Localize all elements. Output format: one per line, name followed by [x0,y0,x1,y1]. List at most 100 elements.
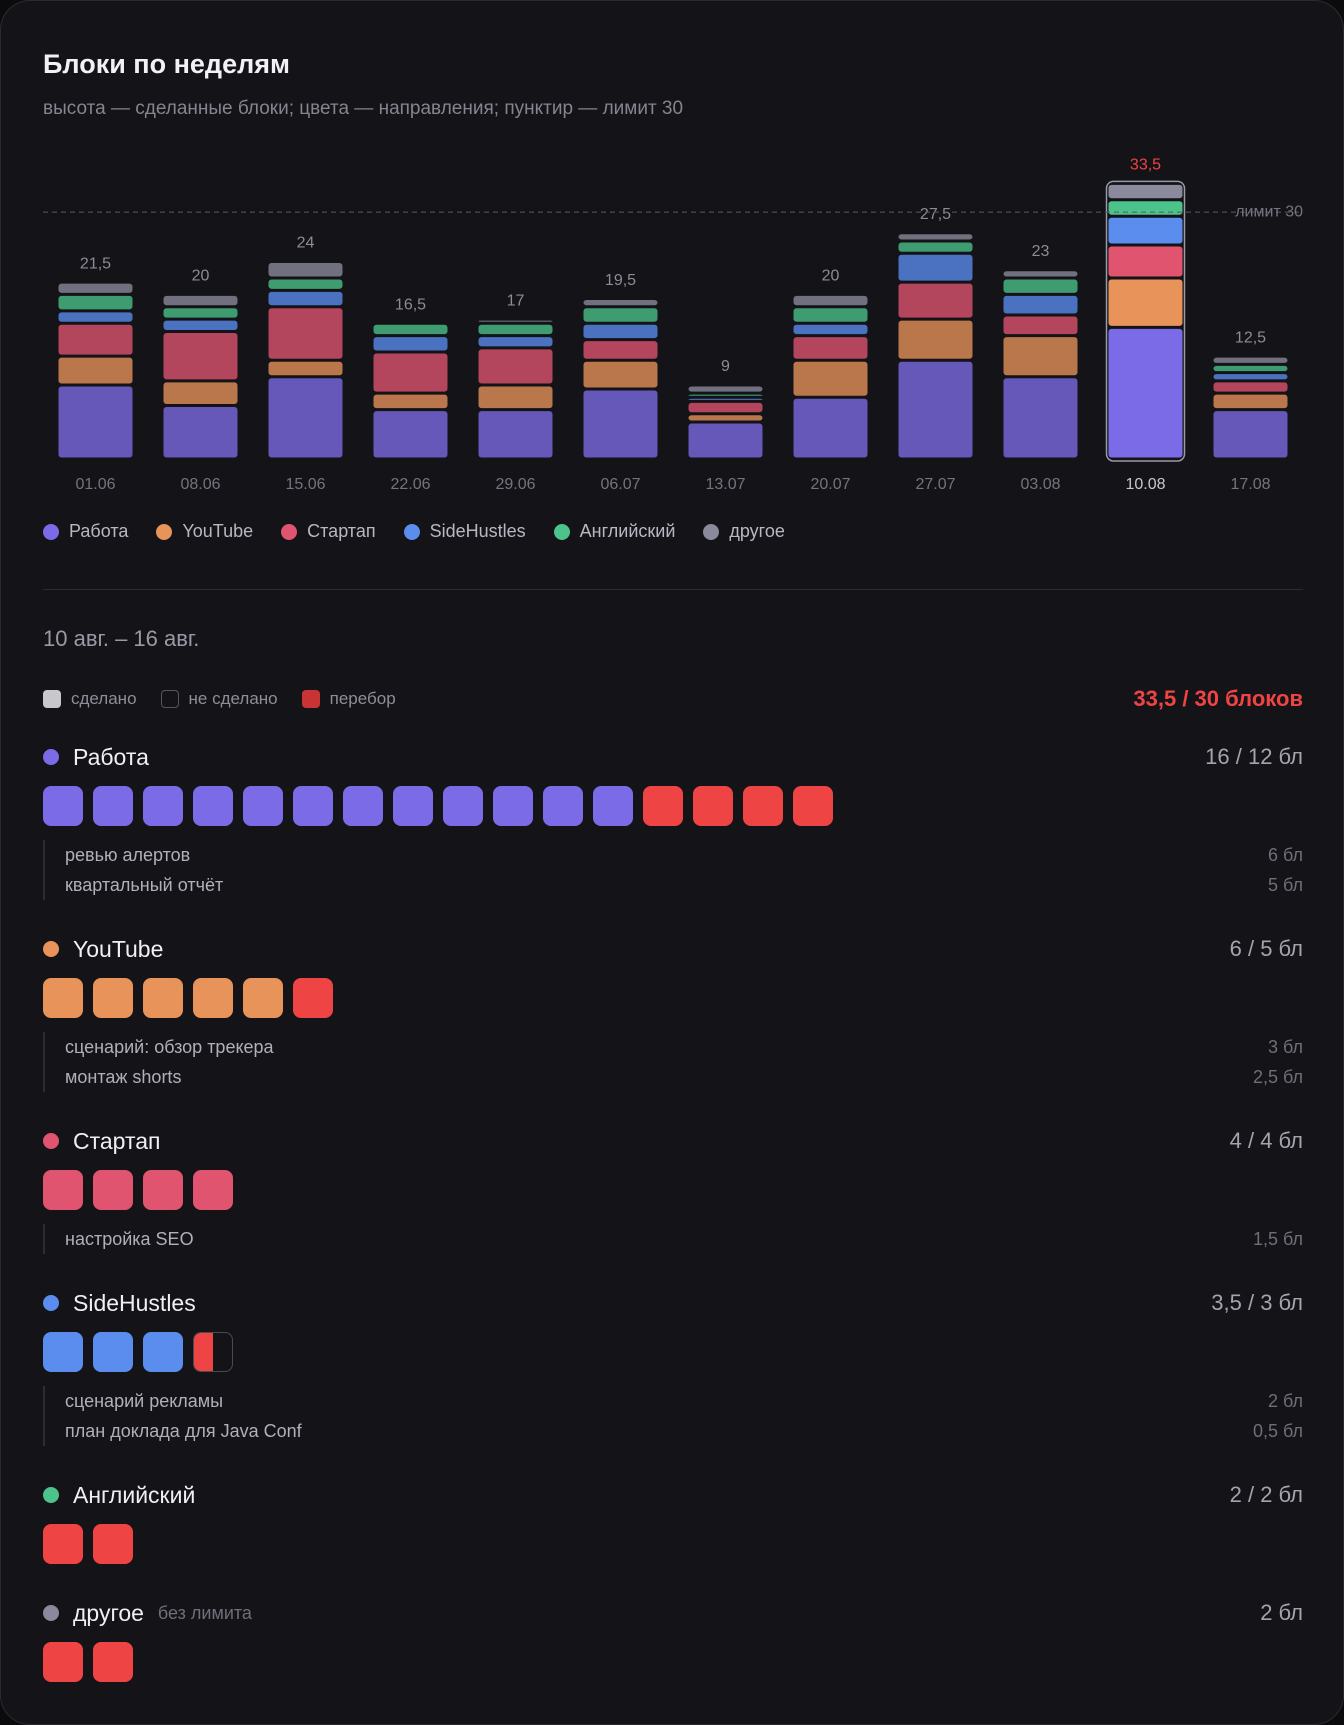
tasks: сценарий рекламы 2 бл план доклада для Jav… [43,1386,1303,1446]
bar-segment [1213,394,1288,409]
legend-item: YouTube [156,521,253,542]
x-tick-label: 10.08 [1125,476,1165,493]
swatch-not-done [160,690,179,708]
bar-segment [1003,378,1078,458]
block-done [93,1332,133,1372]
tasks: сценарий: обзор трекера 3 бл монтаж shorts… [43,1032,1303,1092]
group-title: Работа [43,744,149,771]
x-tick-label: 20.07 [810,476,850,493]
divider [43,589,1303,590]
bar-segment [163,295,238,306]
bar-segment [898,234,973,240]
task: ревью алертов 6 бл [65,840,1303,870]
legend-label: сделано [71,689,137,708]
week-range: 10 авг. – 16 авг. [43,626,200,651]
task-amount: 5 бл [1267,874,1303,895]
legend-label: SideHustles [429,521,526,541]
group-title: Английский [43,1482,195,1509]
bar-segment [478,324,553,335]
block-done [393,786,433,826]
legend-label: перебор [329,689,396,708]
task: настройка SEO 1,5 бл [65,1224,1303,1254]
block-over [743,786,783,826]
bar-segment [478,411,553,458]
group-dot [43,1487,59,1503]
bar-segment [793,324,868,335]
total-label: 16,5 [395,296,426,313]
task-name: настройка SEO [65,1228,194,1249]
task-name: сценарий: обзор трекера [65,1036,274,1057]
total-label: 17 [507,292,525,309]
total-label: 21,5 [80,255,111,272]
x-tick-label: 22.06 [390,476,430,493]
block-over-part [194,1333,213,1371]
group: другое без лимита 2 бл [43,1598,1303,1682]
group-header: SideHustles 3,5 / 3 бл [43,1288,1303,1318]
swatch-over [301,690,320,708]
bar-segment [373,394,448,409]
group-summary: 6 / 5 бл [1229,936,1303,961]
bar-segment [688,386,763,392]
block-done [543,786,583,826]
legend-item: Стартап [281,521,376,542]
task-amount: 2 бл [1267,1390,1303,1411]
bar-segment [1213,411,1288,458]
total-label: 33,5 [1130,157,1161,174]
bar-segment [268,279,343,289]
task: сценарий: обзор трекера 3 бл [65,1032,1303,1062]
legend-dot [43,523,59,540]
task-amount: 0,5 бл [1252,1420,1303,1441]
legend: Работа YouTube Стартап SideHustles Английски… [43,521,785,542]
group-header: Работа 16 / 12 бл [43,742,1303,772]
bar-segment [793,337,868,359]
bar-segment [268,361,343,376]
legend-label: Английский [579,521,676,541]
x-tick-label: 29.06 [495,476,535,493]
bar-segment [1003,295,1078,314]
bar-segment [373,411,448,458]
total-label: 24 [297,235,315,252]
bar-segment [1003,337,1078,376]
total-label: 19,5 [605,272,636,289]
highlight-frame [1105,180,1186,462]
group-summary: 2 бл [1260,1600,1303,1625]
legend-dot [156,523,173,540]
group-dot [43,941,59,957]
bar-segment [583,324,658,339]
task-name: монтаж shorts [65,1066,182,1087]
bar-segment [1213,374,1288,380]
bar-segment [898,320,973,359]
task: монтаж shorts 2,5 бл [65,1062,1303,1092]
x-tick-label: 13.07 [705,476,745,493]
block-done [43,786,83,826]
tasks: ревью алертов 6 бл квартальный отчёт 5 бл [43,840,1303,900]
block-done [143,786,183,826]
group-dot [43,1295,59,1311]
bar-segment [688,398,763,400]
groups: Работа 16 / 12 бл ревью алертов 6 бл квартал… [43,742,1303,1682]
bar-segment [1108,217,1183,244]
bar-segment [1108,328,1183,458]
block-over [43,1642,83,1682]
group-dot [43,1605,59,1621]
bar-segment [583,300,658,306]
total-label: 12,5 [1235,329,1266,346]
bar-segment [898,361,973,458]
legend-label: Работа [69,521,129,541]
bar-segment [478,337,553,347]
bar-segment [1213,357,1288,363]
group-dot [43,749,59,765]
task-name: квартальный отчёт [65,874,224,895]
block-done [293,786,333,826]
group-name: Английский [73,1481,196,1508]
swatch-done [43,690,61,708]
x-tick-label: 01.06 [75,476,115,493]
bar-segment [793,295,868,306]
blocks [43,1170,1303,1210]
legend-label: YouTube [182,521,254,541]
block-done [43,1170,83,1210]
bar-segment [373,353,448,392]
bar-segment [268,308,343,359]
bar-segment [373,324,448,335]
